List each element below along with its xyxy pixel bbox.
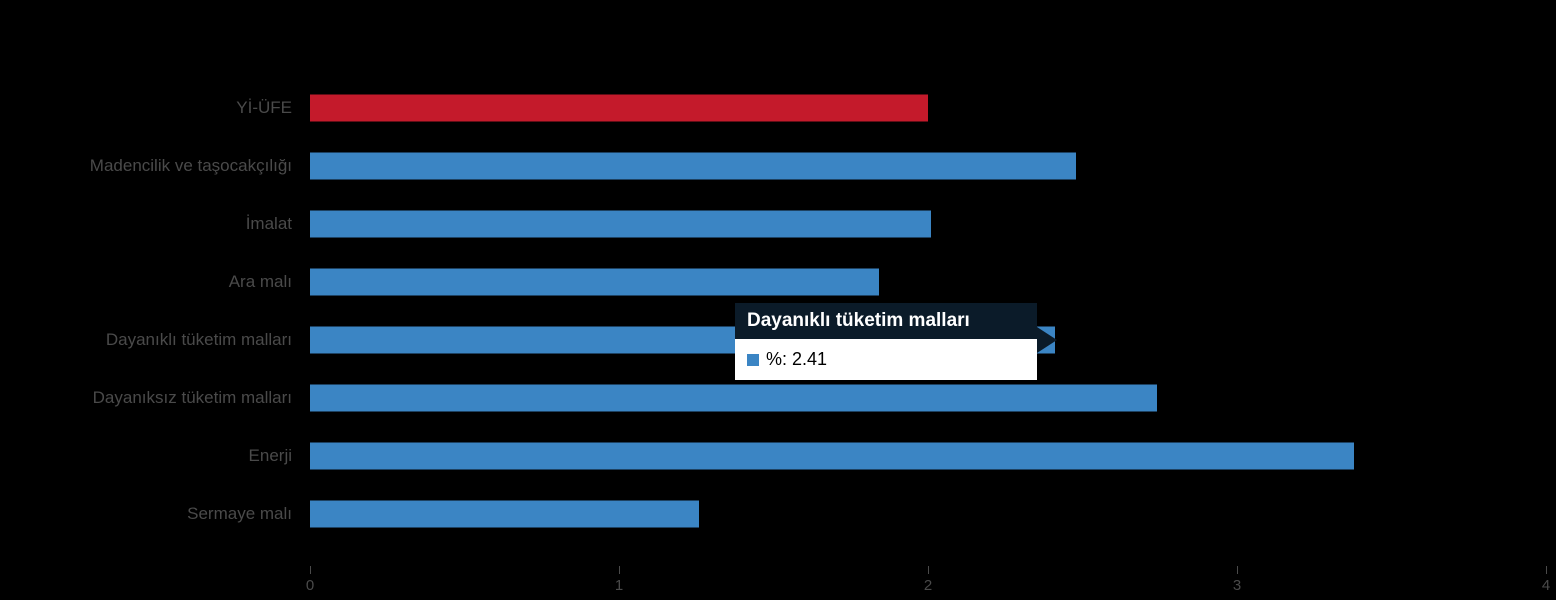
tooltip-arrow-icon <box>1037 327 1057 353</box>
category-label-4: Dayanıklı tüketim malları <box>105 330 292 349</box>
category-label-2: İmalat <box>245 214 292 233</box>
x-tick-mark <box>619 566 620 574</box>
x-tick-label: 1 <box>614 577 624 594</box>
category-label-0: Yİ-ÜFE <box>236 98 292 117</box>
tooltip-title: Dayanıklı tüketim malları <box>735 303 1037 339</box>
category-label-5: Dayanıksız tüketim malları <box>92 388 292 407</box>
x-tick-mark <box>1546 566 1547 574</box>
bar-7[interactable] <box>310 500 700 528</box>
category-label-1: Madencilik ve taşocakçılığı <box>89 156 292 175</box>
bar-5[interactable] <box>310 384 1157 412</box>
bar-1[interactable] <box>310 152 1077 180</box>
category-label-7: Sermaye malı <box>187 504 292 523</box>
tooltip-value: %: 2.41 <box>766 349 828 369</box>
x-tick-mark <box>1237 566 1238 574</box>
category-label-6: Enerji <box>248 446 292 465</box>
x-tick-label: 3 <box>1232 577 1242 594</box>
category-label-3: Ara malı <box>228 272 292 291</box>
bar-2[interactable] <box>310 210 932 238</box>
x-tick-label: 4 <box>1541 577 1551 594</box>
tooltip-body: %: 2.41 <box>735 339 1037 380</box>
tooltip: Dayanıklı tüketim malları %: 2.41 <box>735 303 1057 380</box>
series-marker-icon <box>747 353 759 366</box>
x-tick-label: 2 <box>923 577 933 594</box>
x-tick-mark <box>928 566 929 574</box>
bar-6[interactable] <box>310 442 1355 470</box>
x-tick-label: 0 <box>305 577 315 594</box>
x-tick-mark <box>310 566 311 574</box>
bar-3[interactable] <box>310 268 879 296</box>
bar-0[interactable] <box>310 94 928 122</box>
